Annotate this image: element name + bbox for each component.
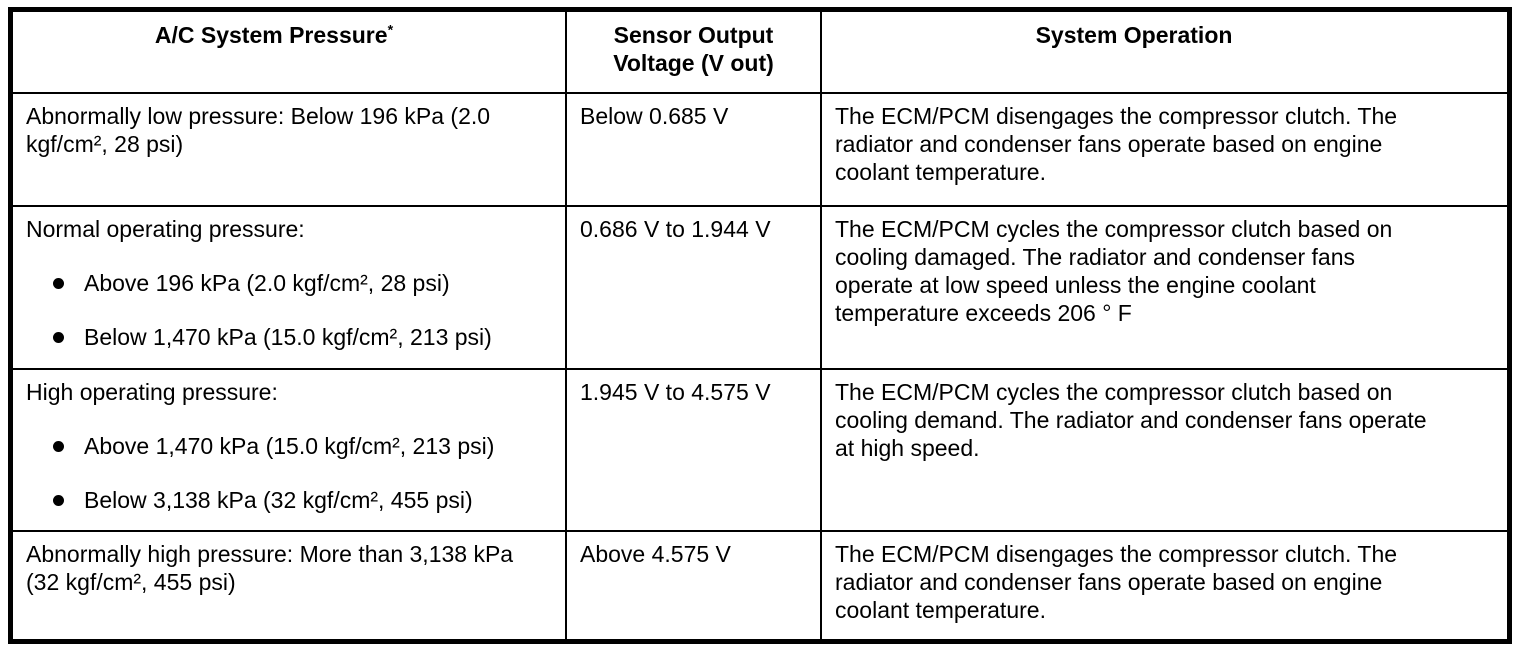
bullet-item: Above 1,470 kPa (15.0 kgf/cm², 213 psi) xyxy=(53,432,523,460)
operation-cell: The ECM/PCM cycles the compressor clutch… xyxy=(822,370,1507,530)
column-header-operation: System Operation xyxy=(822,12,1507,92)
column-header-voltage: Sensor Output Voltage (V out) xyxy=(567,12,822,92)
table-header-row: A/C System Pressure* Sensor Output Volta… xyxy=(13,12,1507,94)
bullet-item: Below 3,138 kPa (32 kgf/cm², 455 psi) xyxy=(53,486,523,514)
voltage-text: Above 4.575 V xyxy=(580,541,731,567)
bullet-item: Above 196 kPa (2.0 kgf/cm², 28 psi) xyxy=(53,269,523,297)
operation-text: The ECM/PCM disengages the compressor cl… xyxy=(835,541,1398,623)
table-row: Normal operating pressure: Above 196 kPa… xyxy=(13,207,1507,370)
voltage-cell: 1.945 V to 4.575 V xyxy=(567,370,822,530)
operation-text: The ECM/PCM disengages the compressor cl… xyxy=(835,103,1398,185)
footnote-asterisk: * xyxy=(387,22,394,39)
column-header-voltage-label: Sensor Output Voltage (V out) xyxy=(613,22,774,76)
operation-cell: The ECM/PCM disengages the compressor cl… xyxy=(822,94,1507,205)
operation-text: The ECM/PCM cycles the compressor clutch… xyxy=(835,216,1393,326)
voltage-cell: Below 0.685 V xyxy=(567,94,822,205)
operation-cell: The ECM/PCM cycles the compressor clutch… xyxy=(822,207,1507,368)
column-header-pressure: A/C System Pressure* xyxy=(13,12,567,92)
bullet-item: Below 1,470 kPa (15.0 kgf/cm², 213 psi) xyxy=(53,323,523,351)
table-row: Abnormally high pressure: More than 3,13… xyxy=(13,532,1507,639)
bullet-text: Above 196 kPa (2.0 kgf/cm², 28 psi) xyxy=(84,270,450,296)
column-header-pressure-label: A/C System Pressure xyxy=(154,22,388,48)
bullet-icon xyxy=(53,494,64,506)
bullet-icon xyxy=(53,331,64,343)
pressure-text: Normal operating pressure: xyxy=(26,216,305,242)
operation-text: The ECM/PCM cycles the compressor clutch… xyxy=(835,379,1427,461)
bullet-icon xyxy=(53,440,64,452)
pressure-text: Abnormally low pressure: Below 196 kPa (… xyxy=(26,103,491,157)
pressure-text: High operating pressure: xyxy=(26,379,278,405)
voltage-text: 1.945 V to 4.575 V xyxy=(580,379,771,405)
voltage-text: Below 0.685 V xyxy=(580,103,729,129)
ac-pressure-sensor-table: A/C System Pressure* Sensor Output Volta… xyxy=(8,7,1512,644)
voltage-cell: Above 4.575 V xyxy=(567,532,822,639)
pressure-cell: Normal operating pressure: Above 196 kPa… xyxy=(13,207,567,368)
pressure-text: Abnormally high pressure: More than 3,13… xyxy=(26,541,514,595)
table-row: Abnormally low pressure: Below 196 kPa (… xyxy=(13,94,1507,207)
pressure-cell: Abnormally low pressure: Below 196 kPa (… xyxy=(13,94,567,205)
table-row: High operating pressure: Above 1,470 kPa… xyxy=(13,370,1507,532)
column-header-operation-label: System Operation xyxy=(1035,22,1233,48)
pressure-cell: Abnormally high pressure: More than 3,13… xyxy=(13,532,567,639)
bullet-icon xyxy=(53,277,64,289)
pressure-cell: High operating pressure: Above 1,470 kPa… xyxy=(13,370,567,530)
voltage-cell: 0.686 V to 1.944 V xyxy=(567,207,822,368)
voltage-text: 0.686 V to 1.944 V xyxy=(580,216,771,242)
bullet-text: Above 1,470 kPa (15.0 kgf/cm², 213 psi) xyxy=(84,433,495,459)
bullet-text: Below 3,138 kPa (32 kgf/cm², 455 psi) xyxy=(84,487,473,513)
bullet-text: Below 1,470 kPa (15.0 kgf/cm², 213 psi) xyxy=(84,324,492,350)
operation-cell: The ECM/PCM disengages the compressor cl… xyxy=(822,532,1507,639)
